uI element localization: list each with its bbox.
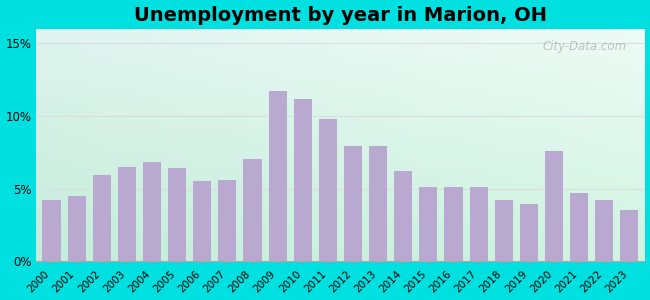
- Text: City-Data.com: City-Data.com: [542, 40, 626, 53]
- Bar: [369, 146, 387, 261]
- Bar: [495, 200, 513, 261]
- Bar: [168, 168, 186, 261]
- Bar: [620, 210, 638, 261]
- Bar: [318, 119, 337, 261]
- Bar: [244, 160, 261, 261]
- Title: Unemployment by year in Marion, OH: Unemployment by year in Marion, OH: [134, 6, 547, 25]
- Bar: [143, 162, 161, 261]
- Bar: [118, 167, 136, 261]
- Bar: [394, 171, 412, 261]
- Bar: [570, 193, 588, 261]
- Bar: [445, 187, 463, 261]
- Bar: [545, 151, 563, 261]
- Bar: [218, 180, 237, 261]
- Bar: [268, 91, 287, 261]
- Bar: [193, 181, 211, 261]
- Bar: [520, 205, 538, 261]
- Bar: [469, 187, 488, 261]
- Bar: [344, 146, 362, 261]
- Bar: [294, 98, 312, 261]
- Bar: [93, 176, 110, 261]
- Bar: [68, 196, 86, 261]
- Bar: [419, 187, 437, 261]
- Bar: [42, 200, 60, 261]
- Bar: [595, 200, 614, 261]
